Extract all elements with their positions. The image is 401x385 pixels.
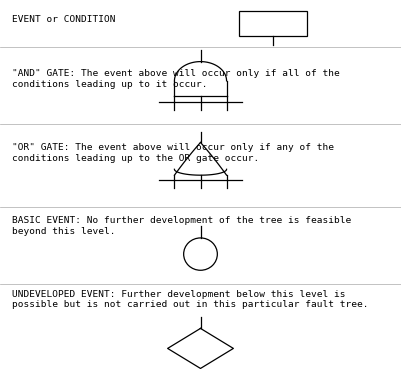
Text: "AND" GATE: The event above will occur only if all of the
conditions leading up : "AND" GATE: The event above will occur o… bbox=[12, 69, 340, 89]
Text: BASIC EVENT: No further development of the tree is feasible
beyond this level.: BASIC EVENT: No further development of t… bbox=[12, 216, 351, 236]
Text: "OR" GATE: The event above will occur only if any of the
conditions leading up t: "OR" GATE: The event above will occur on… bbox=[12, 143, 334, 162]
Text: EVENT or CONDITION: EVENT or CONDITION bbox=[12, 15, 115, 23]
Bar bbox=[239, 11, 307, 36]
Text: UNDEVELOPED EVENT: Further development below this level is
possible but is not c: UNDEVELOPED EVENT: Further development b… bbox=[12, 290, 369, 309]
